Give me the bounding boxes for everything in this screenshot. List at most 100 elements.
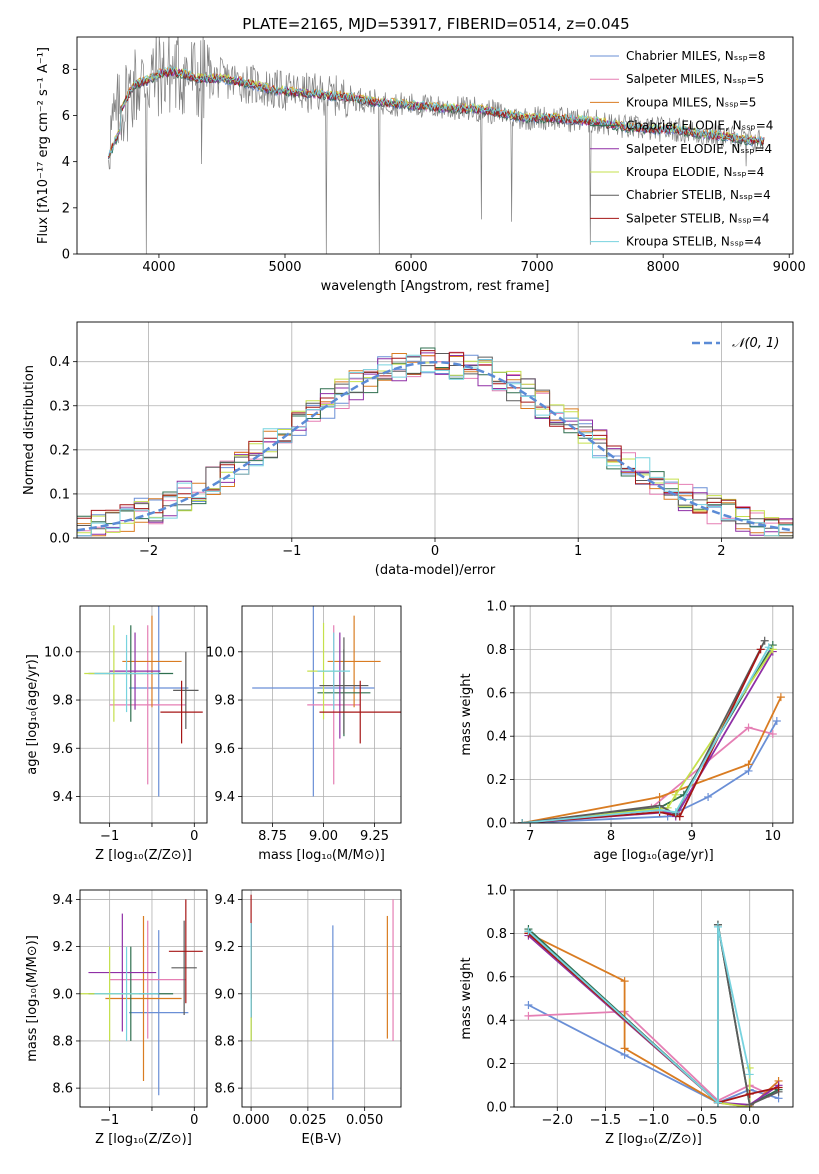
- plot-area: [80, 899, 203, 1096]
- data-point-marker: [768, 730, 777, 739]
- spectrum-legend: Chabrier MILES, Nₛₛₚ=8 Salpeter MILES, Nₛ…: [590, 49, 773, 249]
- mass-weight-line-4: [522, 644, 774, 823]
- data-point-marker: [655, 792, 664, 801]
- model-spectrum-7: [108, 69, 765, 159]
- plot-area: [84, 606, 203, 797]
- y-tick-label: 0.3: [49, 399, 70, 414]
- y-tick-label: 8.8: [52, 1034, 73, 1049]
- x-tick-label: 7000: [521, 260, 554, 275]
- legend-label: Salpeter STELIB, Nₛₛₚ=4: [626, 211, 770, 225]
- x-axis-label: Z [log₁₀(Z/Z⊙)]: [605, 1132, 702, 1147]
- x-axis-label: E(B-V): [301, 1132, 341, 1147]
- y-tick-label: 8.6: [214, 1082, 235, 1097]
- y-tick-label: 0.4: [49, 355, 70, 370]
- y-tick-label: 0.4: [486, 1014, 507, 1029]
- x-tick-label: 10: [765, 829, 782, 844]
- y-tick-label: 0.2: [49, 443, 70, 458]
- plot-area: [250, 894, 394, 1100]
- y-tick-label: 0.8: [486, 643, 507, 658]
- axes-frame: [76, 321, 794, 539]
- mass-weight-line-5: [522, 651, 774, 823]
- histogram-legend: 𝒩(0, 1): [692, 336, 779, 351]
- x-axis-label: age [log₁₀(age/yr)]: [593, 848, 714, 863]
- x-tick-label: 7: [526, 829, 534, 844]
- y-tick-label: 2: [62, 201, 70, 216]
- data-point-marker: [745, 1070, 754, 1079]
- residual-histogram-9: [77, 354, 793, 537]
- y-axis-label: Flux [fλ10⁻¹⁷ erg cm⁻² s⁻¹ A⁻¹]: [36, 47, 51, 244]
- figure-title: PLATE=2165, MJD=53917, FIBERID=0514, z=0…: [242, 15, 629, 33]
- y-tick-label: 9.6: [52, 742, 73, 757]
- mass-weight-line-9: [527, 926, 751, 1105]
- x-axis-label: Z [log₁₀(Z/Z⊙)]: [95, 1132, 192, 1147]
- x-tick-label: −1: [100, 1113, 119, 1128]
- y-tick-label: 9.8: [52, 694, 73, 709]
- y-axis-label: mass weight: [459, 957, 474, 1039]
- y-axis-label: mass [log₁₀(M/M⊙)]: [25, 935, 40, 1062]
- y-tick-label: 6: [62, 109, 70, 124]
- x-tick-label: 9.25: [360, 829, 389, 844]
- y-tick-label: 10.0: [44, 645, 73, 660]
- plot-area: [518, 636, 785, 823]
- y-tick-label: 0.2: [486, 1057, 507, 1072]
- x-tick-label: 0: [190, 1113, 198, 1128]
- legend-label: Kroupa STELIB, Nₛₛₚ=4: [626, 235, 762, 249]
- x-tick-label: 9.00: [309, 829, 338, 844]
- y-tick-label: 9.4: [52, 790, 73, 805]
- data-point-marker: [655, 805, 664, 814]
- x-tick-label: −1.5: [590, 1113, 622, 1128]
- y-tick-label: 0.6: [486, 970, 507, 985]
- data-point-marker: [768, 645, 777, 654]
- x-tick-label: 1: [574, 544, 582, 559]
- plot-area: [252, 606, 401, 797]
- y-tick-label: 9.2: [214, 940, 235, 955]
- x-tick-label: −1.0: [638, 1113, 670, 1128]
- data-point-marker: [772, 717, 781, 726]
- mass-weight-line-7: [521, 640, 766, 823]
- y-tick-label: 0.6: [486, 686, 507, 701]
- y-tick-label: 9.6: [214, 742, 235, 757]
- y-tick-label: 9.2: [52, 940, 73, 955]
- x-tick-label: −2.0: [542, 1113, 574, 1128]
- x-tick-label: 0: [431, 544, 439, 559]
- data-point-marker: [518, 819, 527, 823]
- data-point-marker: [744, 760, 753, 769]
- legend-label: Chabrier STELIB, Nₛₛₚ=4: [626, 188, 771, 202]
- mass-weight-line-2: [528, 1010, 770, 1102]
- x-axis-label: Z [log₁₀(Z/Z⊙)]: [95, 848, 192, 863]
- axes-frame: [241, 605, 402, 824]
- data-point-marker: [774, 1083, 783, 1092]
- data-point-marker: [713, 1098, 722, 1107]
- x-tick-label: −2: [139, 544, 158, 559]
- panel-6: −1 0 8.6 8.8 9.0 9.2 9.4 Z [log₁₀(Z/Z⊙)] mass [l…: [25, 889, 208, 1147]
- x-tick-label: 4000: [142, 260, 175, 275]
- x-tick-label: −0.5: [686, 1113, 718, 1128]
- y-tick-label: 0.2: [486, 773, 507, 788]
- legend-label: Salpeter MILES, Nₛₛₚ=5: [626, 72, 764, 86]
- y-tick-label: 0.0: [486, 817, 507, 832]
- y-tick-label: 10.0: [206, 645, 235, 660]
- axes-frame: [79, 605, 208, 824]
- data-point-marker: [704, 792, 713, 801]
- legend-label: Kroupa MILES, Nₛₛₚ=5: [626, 95, 756, 109]
- plot-area: [108, 37, 765, 254]
- mass-weight-line-3: [521, 696, 782, 823]
- x-tick-label: 0.000: [232, 1113, 269, 1128]
- x-tick-label: 0.025: [289, 1113, 326, 1128]
- plot-area: [77, 347, 793, 537]
- y-tick-label: 4: [62, 155, 70, 170]
- axes-frame: [513, 605, 794, 824]
- mass-weight-line-9: [522, 646, 770, 823]
- data-point-marker: [524, 1001, 533, 1010]
- y-tick-label: 1.0: [486, 884, 507, 899]
- y-axis-label: mass weight: [459, 673, 474, 755]
- panel-5: 7 8 9 10 0.0 0.2 0.4 0.6 0.8 1.0 age [log₁₀(age/yr…: [459, 600, 794, 863]
- x-tick-label: −1: [282, 544, 301, 559]
- model-spectrum-8: [108, 67, 765, 158]
- y-tick-label: 8: [62, 63, 70, 78]
- model-spectrum-9: [108, 66, 765, 157]
- y-tick-label: 8.6: [52, 1082, 73, 1097]
- panel-1: 4000 5000 6000 7000 8000 9000 0 2 4 6 8 wavelength …: [36, 36, 806, 294]
- data-point-marker: [745, 1089, 754, 1098]
